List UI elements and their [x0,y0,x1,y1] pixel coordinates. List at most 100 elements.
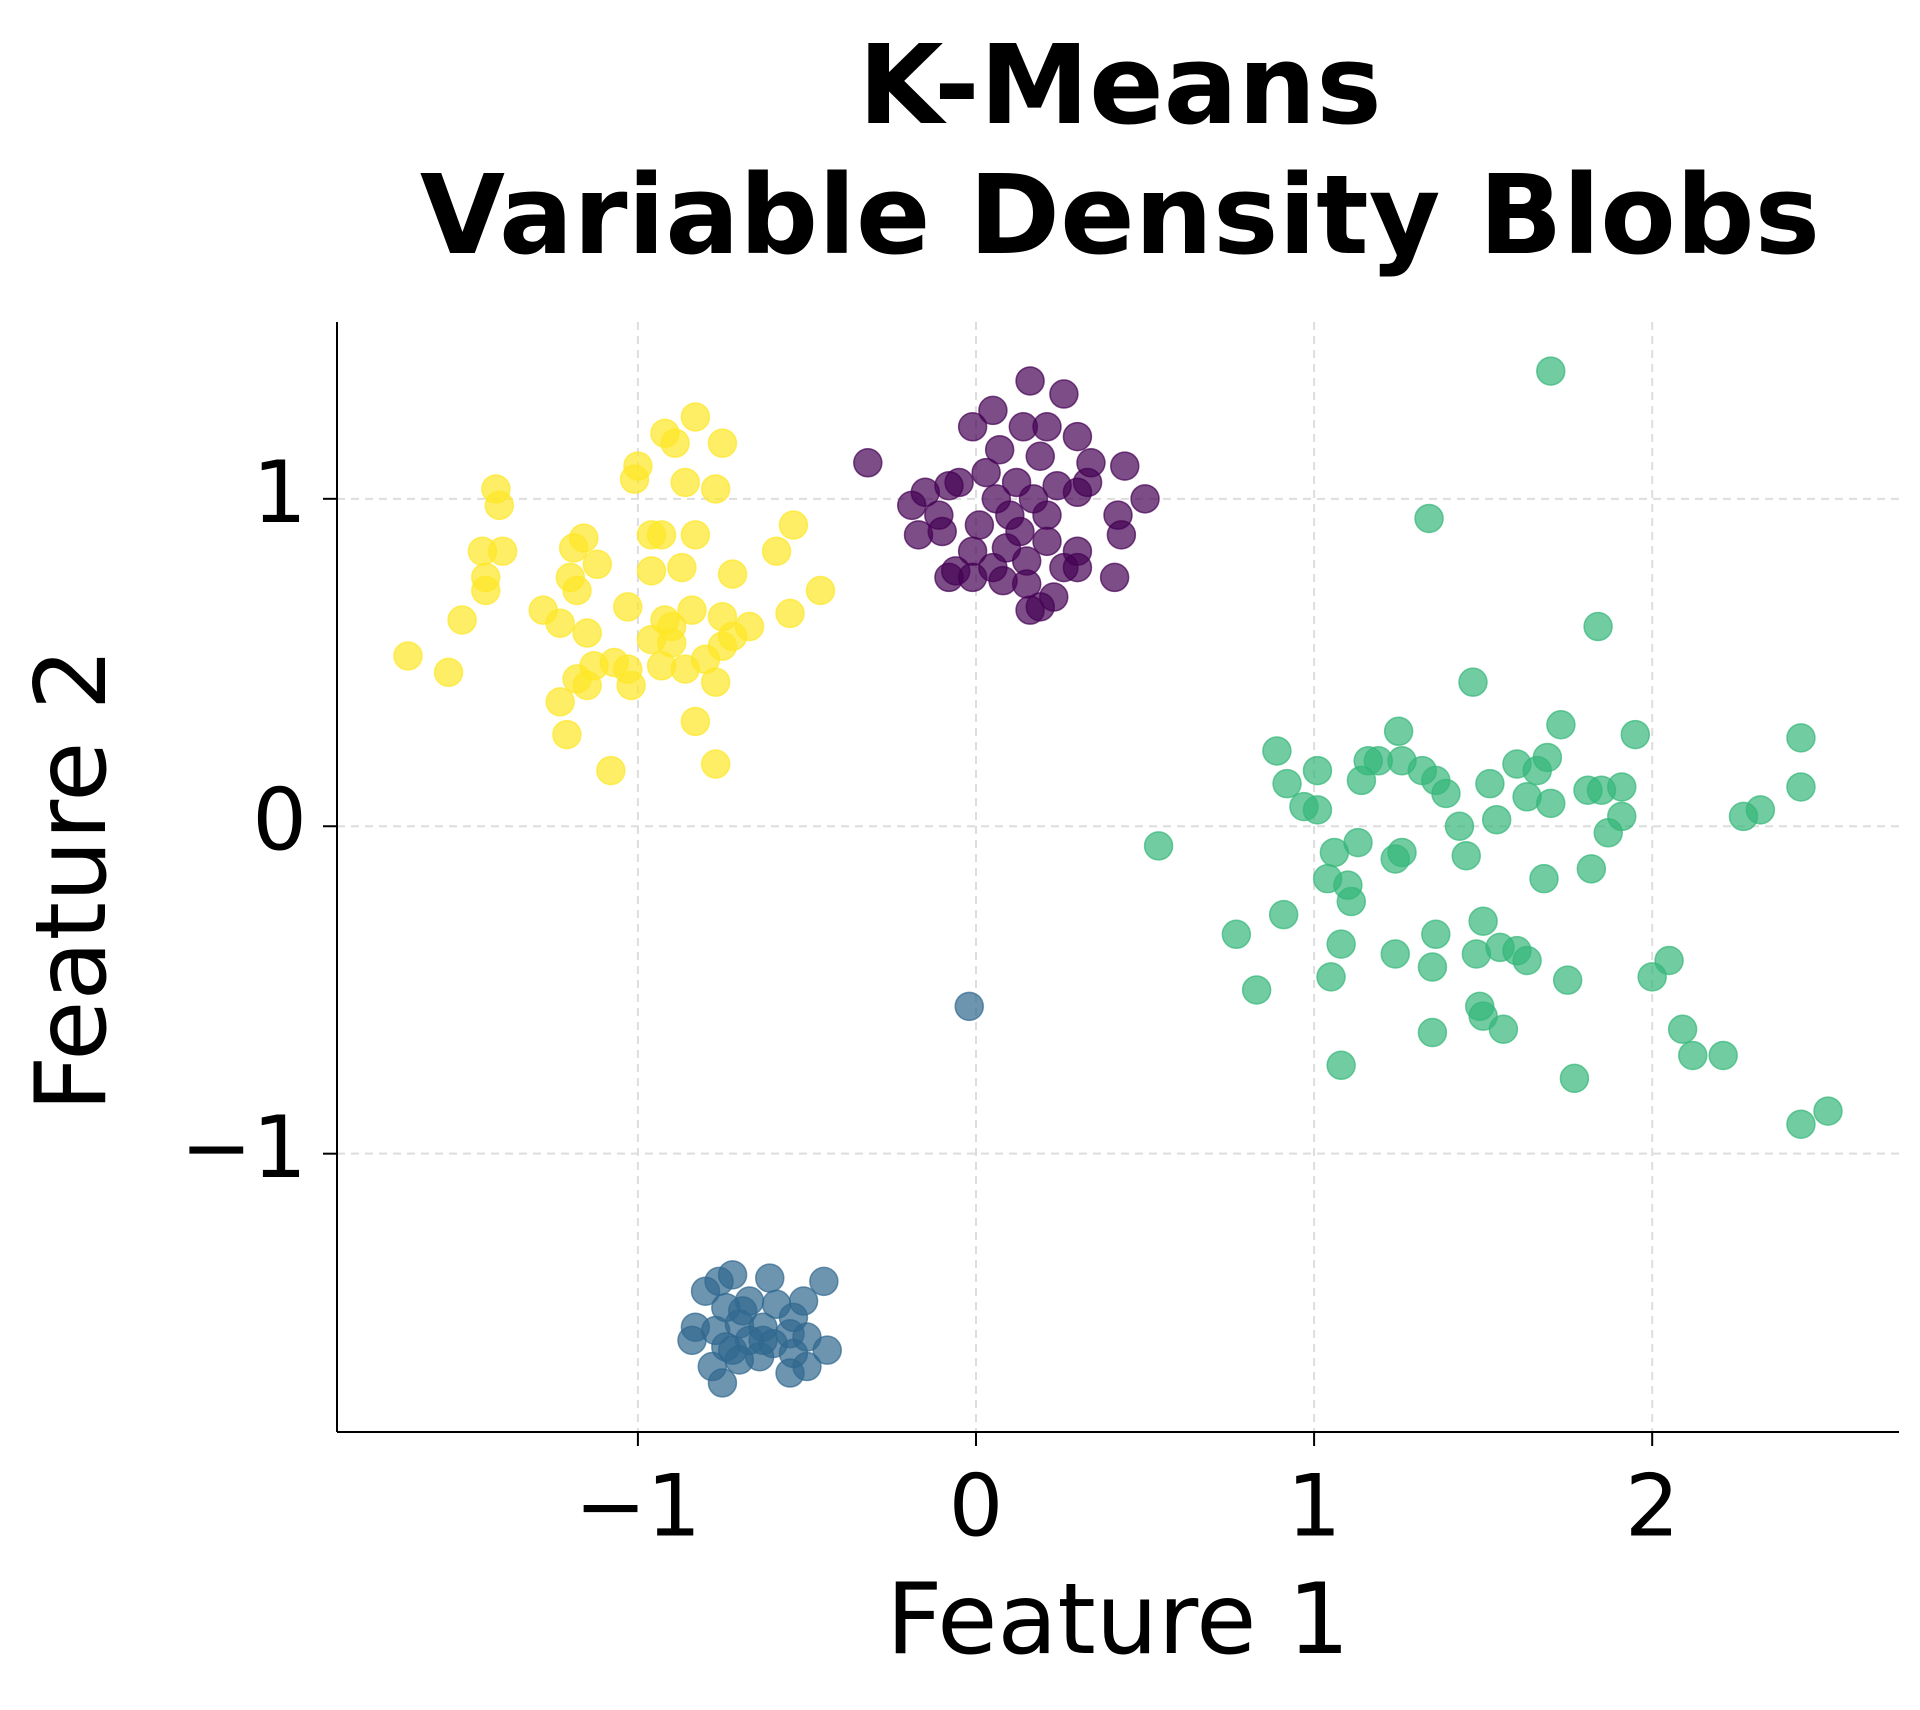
point [677,1325,707,1356]
point [487,536,518,566]
point [1468,906,1498,936]
point [1481,804,1512,835]
point [1015,595,1045,625]
point [971,457,1001,488]
y-tick-label: 0 [252,771,307,871]
point [1475,768,1505,799]
point [727,1296,758,1326]
point [1383,716,1414,747]
point [447,605,477,635]
point [552,719,582,750]
point [1417,1017,1448,1048]
point [812,1335,842,1365]
point [1221,919,1252,950]
point [700,474,731,504]
point [1532,742,1563,773]
point [1062,552,1093,583]
point [717,559,748,589]
point [433,657,464,688]
point [636,556,667,586]
point [927,516,957,547]
point [1302,755,1333,786]
x-tick-label: 2 [1625,1456,1680,1556]
point [1099,562,1130,593]
point [897,490,927,521]
point [680,520,711,550]
point [613,592,643,622]
point [707,1368,738,1398]
point [1421,919,1451,950]
point [853,448,883,478]
point [775,1358,805,1388]
point [582,549,613,580]
point [1583,611,1613,642]
point [1049,379,1079,409]
point [1262,736,1292,766]
point [1062,421,1093,452]
point [1708,1040,1738,1071]
x-tick-label: −1 [575,1456,702,1556]
point [700,667,731,697]
point [809,1266,839,1297]
point [545,687,575,717]
point [484,490,515,521]
point [1667,1014,1698,1045]
point [619,464,650,494]
point [1536,788,1566,819]
point [1786,723,1816,753]
point [964,510,995,540]
point [775,598,805,629]
point [1728,801,1759,832]
point [677,595,707,625]
point [957,562,988,593]
point [1326,1050,1356,1081]
point [1380,844,1410,874]
point [1302,795,1333,825]
point [1032,500,1062,530]
point [471,575,501,606]
point [667,552,697,583]
point [1678,1040,1708,1071]
point [1130,484,1160,514]
y-tick-label: −1 [180,1098,307,1198]
point [1110,451,1140,481]
point [1346,765,1377,796]
point [1458,667,1488,697]
point [1620,719,1651,750]
point [1380,939,1410,969]
point [805,575,836,606]
y-tick-label: 1 [252,443,307,543]
point [1786,772,1816,802]
point [572,618,602,648]
point [1451,840,1481,871]
point [1607,772,1637,802]
point [1272,768,1302,799]
point [646,520,677,550]
point [1032,526,1062,557]
x-tick-label: 1 [1287,1456,1342,1556]
point [1414,503,1444,534]
point [393,641,423,671]
point [1431,778,1461,809]
point [1336,886,1367,917]
point [778,510,809,540]
point [680,706,711,737]
point [1488,1014,1519,1045]
point [545,608,575,638]
point [1032,412,1062,442]
point [954,991,984,1022]
x-axis-label: Feature 1 [886,1563,1350,1677]
point [1268,899,1299,930]
point [700,749,731,779]
point [1786,1109,1816,1139]
point [670,467,700,498]
point [761,536,792,566]
point [748,1325,778,1356]
point [1015,366,1045,396]
y-axis-label: Feature 2 [15,648,129,1112]
point [558,533,589,563]
point [562,575,592,606]
x-tick-label: 0 [949,1456,1004,1556]
